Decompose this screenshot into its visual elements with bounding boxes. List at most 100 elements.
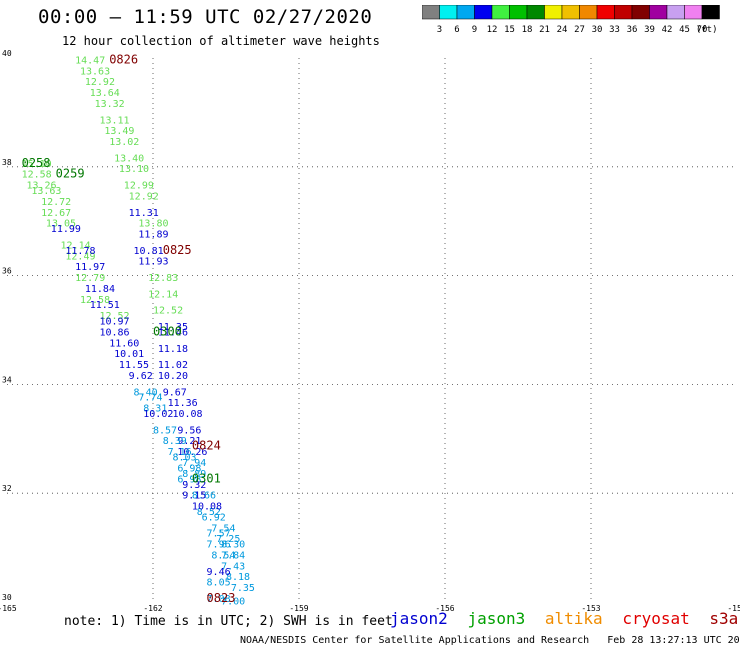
colorbar-tick-label: 18 [522,25,533,35]
wave-height-label: 11.46 [158,327,188,338]
lon-tick-label: -162 [143,604,162,613]
wave-height-label: 15.10 [22,159,52,170]
wave-height-label: 10.08 [192,502,222,513]
wave-height-label: 12.58 [22,170,52,181]
wave-height-label: 8.31 [143,404,167,415]
wave-height-label: 8.39 [163,436,187,447]
wave-height-label: 7.74 [138,393,162,404]
wave-height-label: 7.35 [231,583,255,594]
wave-height-label: 7.16 [168,447,192,458]
lon-tick-label: -150 [727,604,740,613]
wave-height-label: 7.25 [216,534,240,545]
lon-tick-label: -153 [581,604,600,613]
wave-height-label: 9.67 [163,387,187,398]
colorbar-tick-label: 12 [487,25,498,35]
colorbar-tick-label: 21 [539,25,550,35]
wave-height-label: 8.66 [192,491,216,502]
wave-height-label: 13.02 [109,137,139,148]
wave-height-label: 8.30 [221,540,245,551]
wave-height-label: 7.94 [182,458,206,469]
wave-height-label: 7.08 [207,594,231,605]
wave-height-label: 7.54 [211,523,235,534]
wave-height-label: 12.79 [75,273,105,284]
wave-height-label: 10.97 [99,317,129,328]
page-subtitle: 12 hour collection of altimeter wave hei… [62,34,380,48]
wave-height-label: 11.97 [75,262,105,273]
colorbar-tick-label: 6 [454,25,459,35]
wave-height-label: 12.49 [65,251,95,262]
wave-height-label: 13.11 [99,115,129,126]
credit-line: NOAA/NESDIS Center for Satellite Applica… [240,635,740,646]
wave-height-label: 6.98 [177,474,201,485]
wave-height-label: 9.46 [207,567,231,578]
wave-height-label: 13.32 [95,99,125,110]
wave-height-label: 11.99 [51,224,81,235]
wave-height-label: 11.89 [138,230,168,241]
legend-s3a: s3a [709,609,739,628]
pass-time-label: 0824 [192,439,221,453]
page-title: 00:00 – 11:59 UTC 02/27/2020 [38,6,373,28]
wave-height-label: 13.63 [80,66,110,77]
wave-height-label: 10.26 [177,447,207,458]
wave-height-label: 13.64 [90,88,120,99]
wave-height-label: 13.40 [114,153,144,164]
lon-tick-label: -165 [0,604,17,613]
wave-height-label: 7.57 [207,529,231,540]
wave-height-label: 11.84 [85,284,115,295]
wave-height-label: 6.98 [177,463,201,474]
wave-height-label: 8.03 [172,453,196,464]
satellite-legend: jason2 jason3 altika cryosat s3a [390,609,740,628]
wave-height-label: 10.20 [158,371,188,382]
wave-height-label: 13.80 [138,219,168,230]
wave-height-label: 13.49 [104,126,134,137]
lat-tick-label: 30 [2,593,12,602]
wave-height-label: 11.36 [168,398,198,409]
wave-height-label: 7.00 [221,597,245,608]
wave-height-label: 12.52 [153,306,183,317]
wave-height-label: 6.92 [202,512,226,523]
colorbar-tick-label: 36 [627,25,638,35]
colorbar-tick-label: 30 [592,25,603,35]
wave-height-label: 13.10 [119,164,149,175]
legend-jason2: jason2 [390,609,448,628]
pass-time-label: 0258 [22,156,51,170]
lon-tick-label: -156 [435,604,454,613]
pass-time-label: 0823 [207,591,236,605]
pass-time-label: 0301 [192,471,221,485]
wave-height-label: 8.05 [207,578,231,589]
legend-altika: altika [544,609,603,628]
wave-height-label: 11.02 [158,360,188,371]
pass-time-label: 0259 [56,167,85,181]
wave-height-label: 12.72 [41,197,71,208]
wave-height-label: 11.93 [138,257,168,268]
colorbar-tick-label: 24 [557,25,568,35]
colorbar-tick-label: 27 [574,25,585,35]
lat-tick-label: 34 [2,375,12,384]
wave-height-label: 12.99 [124,181,154,192]
wave-height-label: 12.14 [148,289,178,300]
lat-tick-label: 38 [2,158,12,167]
footer-note: note: 1) Time is in UTC; 2) SWH is in fe… [64,614,393,629]
wave-height-label: 12.83 [148,273,178,284]
wave-height-label: 11.78 [65,246,95,257]
wave-height-label: 12.67 [41,208,71,219]
colorbar-swatch [701,5,720,20]
wave-height-label: 11.31 [129,208,159,219]
colorbar-tick-label: 9 [472,25,477,35]
wave-height-label: 9.56 [177,425,201,436]
wave-height-label: 12.92 [129,191,159,202]
colorbar-tick-label: 3 [437,25,442,35]
pass-time-label: 0826 [109,52,138,66]
colorbar-tick-label: 45 [679,25,690,35]
wave-height-label: 12.52 [99,311,129,322]
lat-tick-label: 36 [2,267,12,276]
pass-time-label: 0300 [153,324,182,338]
wave-height-label: 11.55 [119,360,149,371]
lon-tick-label: -159 [289,604,308,613]
wave-height-label: 13.63 [31,186,61,197]
wave-height-label: 10.86 [99,327,129,338]
wave-height-label: 14.47 [75,55,105,66]
wave-height-label: 7.84 [221,550,245,561]
wave-height-label: 8.54 [211,550,235,561]
